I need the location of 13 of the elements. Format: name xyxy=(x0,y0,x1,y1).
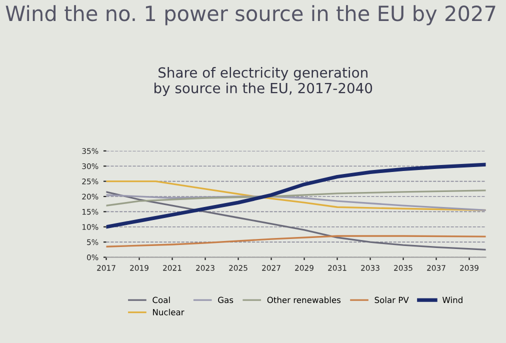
line-series xyxy=(106,190,486,206)
line-series xyxy=(106,235,486,248)
chart-title: Wind the no. 1 power source in the EU by 2027 xyxy=(6,5,496,26)
chart-subtitle: Share of electricity generation by source in the EU, 2017-2040 xyxy=(154,67,372,96)
line-series xyxy=(106,191,486,250)
legend-label: Wind xyxy=(442,296,462,304)
line-series xyxy=(106,162,486,229)
legend-label: Coal xyxy=(152,296,170,304)
legend-label: Solar PV xyxy=(374,296,409,304)
legend-label: Other renewables xyxy=(267,296,341,304)
legend-label: Gas xyxy=(218,296,234,304)
line-series xyxy=(106,194,486,211)
legend-label: Nuclear xyxy=(153,308,184,316)
